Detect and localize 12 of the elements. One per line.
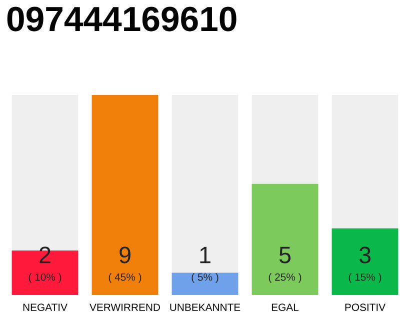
chart-title: 097444169610	[7, 6, 236, 32]
data-label: 1 ( 5% )	[192, 246, 218, 283]
x-tick-label: EGAL	[272, 304, 299, 311]
data-label: 3 ( 15% )	[348, 246, 382, 283]
data-label: 9 ( 45% )	[108, 246, 142, 283]
x-tick-label: POSITIV	[345, 304, 386, 311]
data-label: 5 ( 25% )	[268, 246, 302, 283]
x-tick-label: UNBEKANNTE	[170, 304, 240, 311]
x-tick-label: NEGATIV	[23, 304, 68, 311]
data-label: 2 ( 10% )	[28, 246, 62, 283]
x-tick-label: VERWIRREND	[90, 304, 160, 311]
bar	[172, 272, 238, 295]
